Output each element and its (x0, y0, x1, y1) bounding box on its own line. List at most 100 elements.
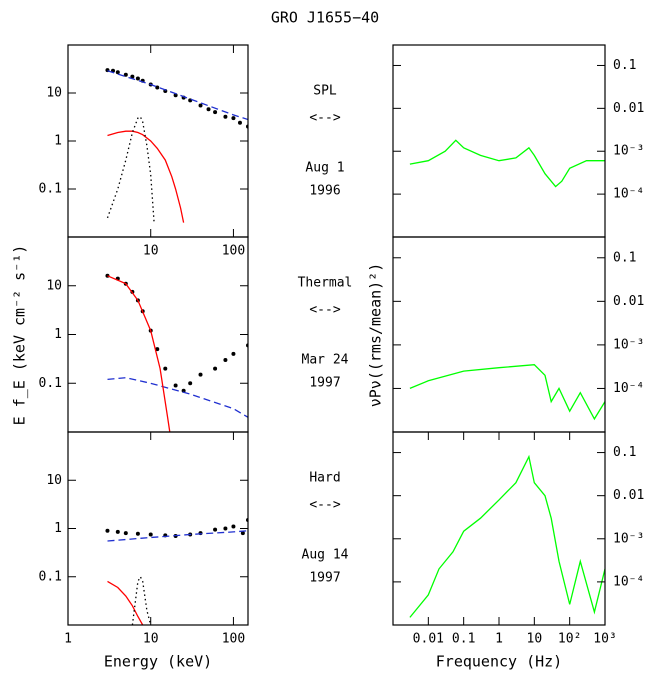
model-line (107, 70, 248, 121)
model-line (107, 530, 248, 542)
data-point (130, 74, 135, 79)
data-point (115, 70, 120, 75)
data-point (223, 357, 228, 362)
y-axis-label: E f_E (keV cm⁻² s⁻¹) (11, 245, 29, 426)
state-annotation: <--> (309, 111, 340, 126)
data-point (155, 347, 160, 352)
state-annotation: Aug 14 (302, 548, 349, 563)
data-point (115, 529, 120, 534)
y-tick-label: 1 (54, 521, 62, 536)
data-point (188, 381, 193, 386)
model-line (107, 580, 144, 625)
x-tick-label: 10 (143, 632, 159, 647)
plot (105, 273, 248, 432)
state-annotation: <--> (309, 498, 340, 513)
y-tick-label: 10 (46, 473, 62, 488)
y-tick-label: 10⁻³ (613, 531, 644, 546)
state-annotation: 1997 (309, 376, 340, 391)
y-tick-label: 10⁻³ (613, 144, 644, 159)
data-point (223, 526, 228, 531)
model-line (409, 364, 605, 421)
data-point (105, 528, 110, 533)
state-annotation: 1997 (309, 571, 340, 586)
data-point (123, 531, 128, 536)
y-tick-label: 0.1 (39, 376, 62, 391)
plot-frame (67, 44, 249, 238)
x-axis-label: Frequency (Hz) (436, 653, 562, 671)
y-tick-label: 0.1 (613, 445, 636, 460)
state-annotation: 1996 (309, 184, 340, 199)
state-annotation: <--> (309, 303, 340, 318)
y-tick-label: 1 (54, 134, 62, 149)
state-annotation: Mar 24 (302, 353, 349, 368)
model-line (106, 115, 155, 223)
state-annotation: Aug 1 (305, 161, 344, 176)
model-line (107, 377, 248, 418)
y-tick-label: 0.01 (613, 488, 644, 503)
data-point (135, 531, 140, 536)
x-tick-label: 10 (143, 244, 159, 259)
data-point (163, 366, 168, 371)
data-point (213, 110, 218, 115)
figure-title: GRO J1655−40 (271, 9, 379, 27)
plot (409, 139, 605, 188)
plot-frame (67, 431, 249, 626)
plot-frame (67, 236, 249, 433)
model-line (409, 454, 605, 618)
y-axis-label: νPν((rms/mean)²) (367, 263, 385, 408)
model-line (107, 130, 185, 223)
plot (105, 518, 248, 625)
y-tick-label: 0.1 (39, 182, 62, 197)
y-tick-label: 10⁻⁴ (613, 381, 644, 396)
y-tick-label: 10⁻³ (613, 337, 644, 352)
x-tick-label: 100 (222, 632, 245, 647)
data-point (123, 72, 128, 77)
y-tick-label: 0.1 (613, 58, 636, 73)
data-point (155, 85, 160, 90)
data-point (237, 120, 242, 125)
y-tick-label: 10⁻⁴ (613, 574, 644, 589)
y-tick-label: 1 (54, 327, 62, 342)
y-tick-label: 10 (46, 86, 62, 101)
x-tick-label: 10² (558, 632, 581, 647)
plot (409, 364, 605, 421)
plot-frame (392, 236, 606, 433)
data-point (240, 531, 245, 536)
data-point (135, 76, 140, 81)
x-tick-label: 10 (527, 632, 543, 647)
plot (105, 68, 248, 223)
y-tick-label: 10⁻⁴ (613, 187, 644, 202)
x-tick-label: 0.1 (452, 632, 475, 647)
data-point (231, 524, 236, 529)
data-point (213, 366, 218, 371)
y-tick-label: 0.1 (39, 569, 62, 584)
x-tick-label: 0.01 (413, 632, 444, 647)
data-point (231, 116, 236, 121)
plot-frame (392, 431, 606, 626)
y-tick-label: 0.01 (613, 101, 644, 116)
data-point (173, 383, 178, 388)
y-tick-label: 10 (46, 278, 62, 293)
model-line (131, 575, 152, 625)
y-tick-label: 0.1 (613, 250, 636, 265)
data-point (223, 114, 228, 119)
data-point (181, 388, 186, 393)
x-tick-label: 1 (495, 632, 503, 647)
data-point (148, 532, 153, 537)
x-axis-label: Energy (keV) (104, 653, 212, 671)
data-point (206, 107, 211, 112)
x-tick-label: 10³ (593, 632, 616, 647)
y-tick-label: 0.01 (613, 294, 644, 309)
state-annotation: Thermal (298, 276, 353, 291)
data-point (198, 103, 203, 108)
x-tick-label: 1 (64, 632, 72, 647)
model-line (107, 275, 171, 432)
model-line (409, 139, 605, 188)
state-annotation: SPL (313, 84, 337, 99)
data-point (213, 527, 218, 532)
data-point (231, 351, 236, 356)
x-tick-label: 100 (222, 244, 245, 259)
plot-frame (392, 44, 606, 238)
state-annotation: Hard (309, 471, 340, 486)
